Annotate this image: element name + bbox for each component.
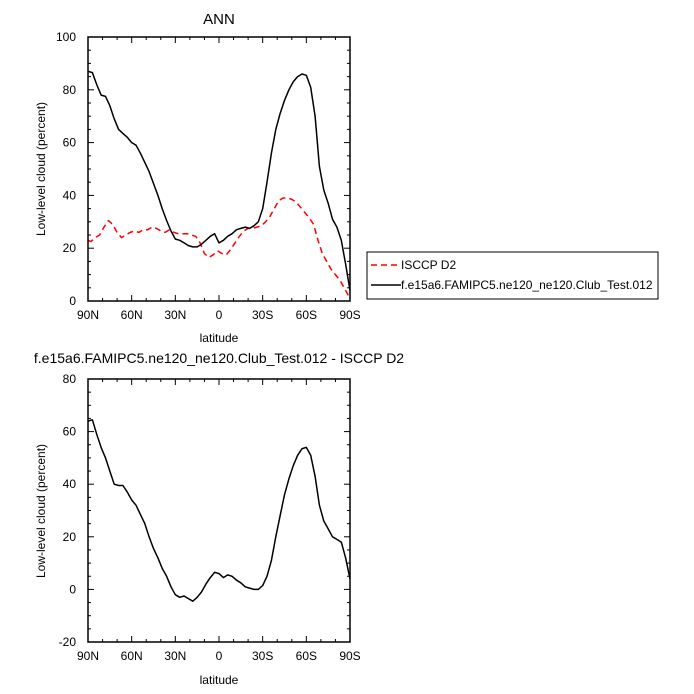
top-chart-series-group [87,70,351,297]
y-tick-label: 100 [56,30,76,44]
y-tick-label: 40 [63,477,77,491]
y-tick-label: -20 [59,635,77,649]
bottom-chart-xlabel: latitude [200,673,239,687]
x-tick-label: 0 [216,649,223,663]
x-tick-label: 30N [164,649,186,663]
y-tick-label: 80 [63,372,77,386]
legend-label-model: f.e15a6.FAMIPC5.ne120_ne120.Club_Test.01… [401,278,653,292]
y-tick-label: 60 [63,136,77,150]
y-tick-label: 20 [63,530,77,544]
top-chart-panel: ANN 90N 60N 30N 0 30S 60S 90S 0 20 40 60 80 100 lati… [34,11,659,345]
bottom-chart-plot-frame [87,378,351,643]
series-line-0-0 [87,197,350,297]
series-line-1-0 [87,419,351,602]
bottom-chart-title: f.e15a6.FAMIPC5.ne120_ne120.Club_Test.01… [34,350,404,366]
x-tick-label: 90S [339,649,360,663]
x-tick-label: 60S [296,649,317,663]
y-tick-label: 40 [63,188,77,202]
legend-box [366,251,659,300]
top-chart-title: ANN [203,11,235,28]
top-chart-xlabel: latitude [200,331,239,345]
x-tick-label: 0 [216,308,223,322]
x-tick-label: 90N [77,649,99,663]
y-tick-label: 0 [69,582,76,596]
legend-label-isccp: ISCCP D2 [401,258,456,272]
bottom-chart-ylabel: Low-level cloud (percent) [34,444,48,578]
bottom-chart-series-group [87,419,351,602]
bottom-chart-ticks: 90N 60N 30N 0 30S 60S 90S -20 0 20 40 60 80 [59,372,361,663]
x-tick-label: 30N [164,308,186,322]
x-tick-label: 30S [252,649,273,663]
top-chart-ylabel: Low-level cloud (percent) [34,102,48,236]
x-tick-label: 60N [121,308,143,322]
y-tick-label: 80 [63,83,77,97]
x-tick-label: 60N [121,649,143,663]
y-tick-label: 60 [63,425,77,439]
x-tick-label: 30S [252,308,273,322]
top-chart-plot-frame [87,36,351,302]
y-tick-label: 0 [69,294,76,308]
top-chart-ticks: 90N 60N 30N 0 30S 60S 90S 0 20 40 60 80 100 [56,30,361,322]
bottom-chart-panel: f.e15a6.FAMIPC5.ne120_ne120.Club_Test.01… [34,350,404,687]
x-tick-label: 90S [339,308,360,322]
x-tick-label: 60S [296,308,317,322]
series-line-0-1 [87,70,351,291]
y-tick-label: 20 [63,241,77,255]
x-tick-label: 90N [77,308,99,322]
top-chart-legend: ISCCP D2 f.e15a6.FAMIPC5.ne120_ne120.Clu… [366,251,659,300]
